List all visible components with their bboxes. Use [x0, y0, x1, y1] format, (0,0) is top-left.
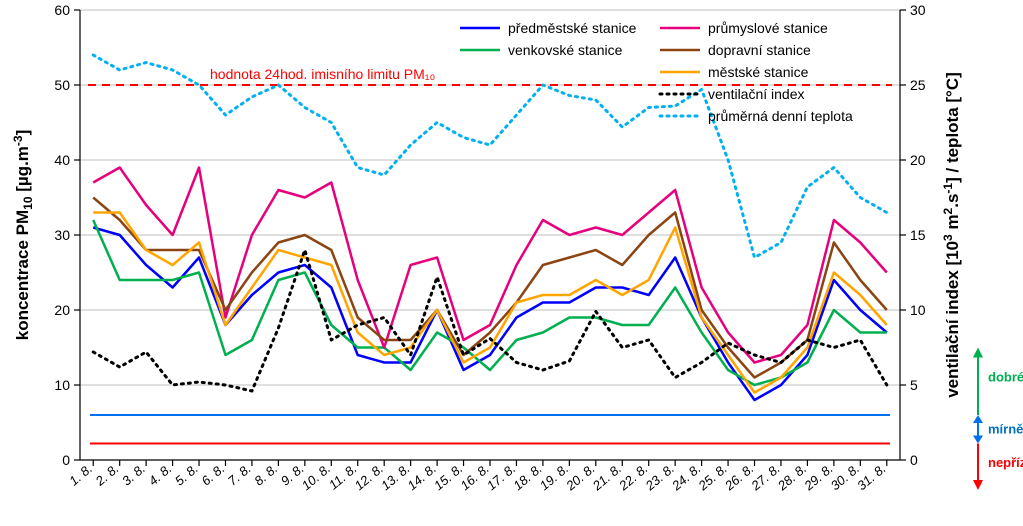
svg-text:7. 8.: 7. 8. [225, 461, 254, 489]
svg-text:5. 8.: 5. 8. [172, 461, 201, 489]
svg-text:28. 8.: 28. 8. [774, 461, 809, 494]
legend-venkovske: venkovské stanice [508, 42, 623, 58]
svg-text:16. 8.: 16. 8. [457, 461, 492, 493]
svg-text:30: 30 [910, 2, 926, 18]
svg-text:13. 8.: 13. 8. [378, 461, 413, 493]
svg-text:20: 20 [54, 302, 70, 318]
svg-text:50: 50 [54, 77, 70, 93]
legend-dopravni: dopravní stanice [708, 42, 811, 58]
y-left-label: koncentrace PM10 [µg.m-3] [11, 130, 35, 341]
svg-text:6. 8.: 6. 8. [198, 461, 227, 489]
svg-text:1. 8.: 1. 8. [66, 461, 95, 489]
svg-text:31. 8.: 31. 8. [854, 461, 889, 493]
svg-text:8. 8.: 8. 8. [251, 461, 280, 489]
svg-text:5: 5 [910, 377, 918, 393]
svg-text:24. 8.: 24. 8. [668, 461, 703, 494]
svg-text:29. 8.: 29. 8. [800, 461, 835, 494]
svg-text:15. 8.: 15. 8. [431, 461, 466, 493]
svg-text:26. 8.: 26. 8. [721, 461, 756, 494]
svg-text:25. 8.: 25. 8. [695, 461, 730, 494]
label-mild: mírně nepříznivé rp. [988, 421, 1023, 436]
limit-label: hodnota 24hod. imisního limitu PM₁₀ [210, 66, 436, 82]
svg-text:15: 15 [910, 227, 926, 243]
svg-text:17. 8.: 17. 8. [484, 461, 519, 493]
svg-text:12. 8.: 12. 8. [352, 461, 387, 493]
svg-text:40: 40 [54, 152, 70, 168]
legend-ventilacni: ventilační index [708, 86, 805, 102]
svg-text:22. 8.: 22. 8. [615, 461, 650, 494]
legend-teplota: průměrná denní teplota [708, 108, 853, 124]
svg-text:0: 0 [62, 452, 70, 468]
chart-svg: 0 10 20 30 40 50 60 0 5 10 15 20 25 30 1. 8.2. 8.3. 8.… [0, 0, 1023, 526]
svg-text:20. 8.: 20. 8. [562, 461, 597, 494]
svg-text:21. 8.: 21. 8. [589, 461, 624, 494]
svg-text:30. 8.: 30. 8. [828, 461, 863, 493]
legend-prumyslove: průmyslové stanice [708, 20, 828, 36]
svg-text:10: 10 [54, 377, 70, 393]
svg-text:27. 8.: 27. 8. [748, 461, 783, 494]
chart-container: 0 10 20 30 40 50 60 0 5 10 15 20 25 30 1. 8.2. 8.3. 8.… [0, 0, 1023, 526]
svg-text:23. 8.: 23. 8. [642, 461, 677, 494]
label-bad: nepříznivé rp. (min 0) [988, 455, 1023, 470]
label-good: dobré rp. [988, 369, 1023, 384]
svg-text:4. 8.: 4. 8. [145, 461, 174, 489]
svg-text:25: 25 [910, 77, 926, 93]
svg-text:20: 20 [910, 152, 926, 168]
svg-text:0: 0 [910, 452, 918, 468]
svg-text:60: 60 [54, 2, 70, 18]
legend-predmestske: předměstské stanice [508, 20, 637, 36]
svg-text:2. 8.: 2. 8. [92, 461, 122, 489]
svg-text:14. 8.: 14. 8. [404, 461, 439, 493]
svg-text:30: 30 [54, 227, 70, 243]
svg-text:10. 8.: 10. 8. [299, 461, 334, 493]
svg-text:19. 8.: 19. 8. [537, 461, 572, 493]
svg-text:3. 8.: 3. 8. [119, 461, 148, 489]
svg-text:18. 8.: 18. 8. [510, 461, 545, 493]
svg-text:10: 10 [910, 302, 926, 318]
legend-mestske: městské stanice [708, 64, 809, 80]
y-right-label: ventilační index [103 m2.s-1] / teplota … [941, 72, 962, 398]
